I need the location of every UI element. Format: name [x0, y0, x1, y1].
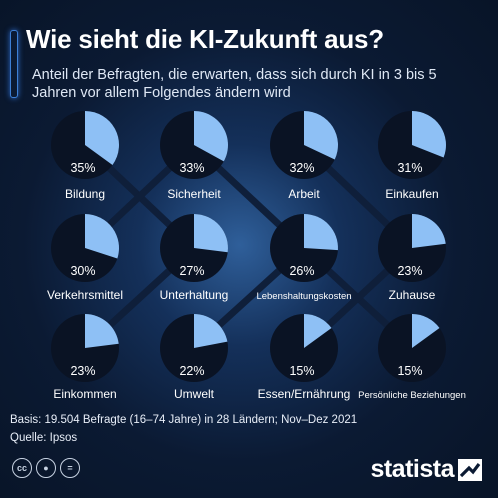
value-label-persoenliche-beziehungen: 15%	[397, 364, 422, 378]
cc-icon[interactable]: cc	[12, 458, 32, 478]
title-accent-bar	[10, 30, 18, 98]
category-label-einkaufen: Einkaufen	[385, 187, 438, 201]
value-label-einkaufen: 31%	[397, 161, 422, 175]
brand-text: statista	[370, 455, 454, 483]
chart-title: Wie sieht die KI-Zukunft aus?	[26, 24, 384, 54]
pie-slice-bildung	[85, 111, 119, 165]
pie-slice-zuhause	[412, 214, 446, 248]
equals-icon[interactable]: =	[60, 458, 80, 478]
value-label-lebenshaltungskosten: 26%	[289, 264, 314, 278]
category-label-bildung: Bildung	[65, 187, 105, 201]
value-label-verkehrsmittel: 30%	[70, 264, 95, 278]
pie-slice-arbeit	[304, 111, 338, 160]
chart-subtitle: Anteil der Befragten, die erwarten, dass…	[32, 67, 437, 101]
pie-slice-sicherheit	[194, 111, 228, 162]
value-label-einkommen: 23%	[70, 364, 95, 378]
pie-slice-persoenliche-beziehungen	[412, 314, 440, 348]
value-label-unterhaltung: 27%	[179, 264, 204, 278]
person-icon[interactable]: ●	[36, 458, 56, 478]
value-label-zuhause: 23%	[397, 264, 422, 278]
pie-slice-lebenshaltungskosten	[304, 214, 338, 251]
connector-lines	[82, 142, 415, 351]
value-label-umwelt: 22%	[179, 364, 204, 378]
category-label-umwelt: Umwelt	[174, 387, 215, 401]
category-label-sicherheit: Sicherheit	[167, 187, 221, 201]
value-label-essen-ernaehrung: 15%	[289, 364, 314, 378]
statista-logo[interactable]: statista	[370, 455, 482, 484]
category-label-einkommen: Einkommen	[53, 387, 116, 401]
footer-basis: Basis: 19.504 Befragte (16–74 Jahre) in …	[10, 414, 358, 426]
pie-slice-einkaufen	[412, 111, 446, 158]
pie-slice-verkehrsmittel	[85, 214, 120, 259]
pie-slice-umwelt	[194, 314, 228, 348]
value-label-arbeit: 32%	[289, 161, 314, 175]
pie-slice-unterhaltung	[194, 214, 228, 253]
pie-slice-einkommen	[85, 314, 119, 348]
license-icons: cc ● =	[12, 458, 80, 478]
pie-grid: 35% Bildung 33% Sicherheit 32% Arbeit 31% Einka…	[47, 111, 466, 401]
statista-mark-icon	[458, 458, 482, 481]
category-label-verkehrsmittel: Verkehrsmittel	[47, 288, 123, 302]
category-label-unterhaltung: Unterhaltung	[160, 288, 229, 302]
category-label-arbeit: Arbeit	[288, 187, 320, 201]
category-label-essen-ernaehrung: Essen/Ernährung	[258, 387, 351, 401]
pie-slice-essen-ernaehrung	[304, 314, 332, 348]
value-label-sicherheit: 33%	[179, 161, 204, 175]
value-label-bildung: 35%	[70, 161, 95, 175]
category-label-lebenshaltungskosten: Lebenshaltungskosten	[256, 291, 351, 302]
footer-source: Quelle: Ipsos	[10, 432, 78, 444]
category-label-persoenliche-beziehungen: Persönliche Beziehungen	[358, 390, 466, 401]
category-label-zuhause: Zuhause	[389, 288, 436, 302]
